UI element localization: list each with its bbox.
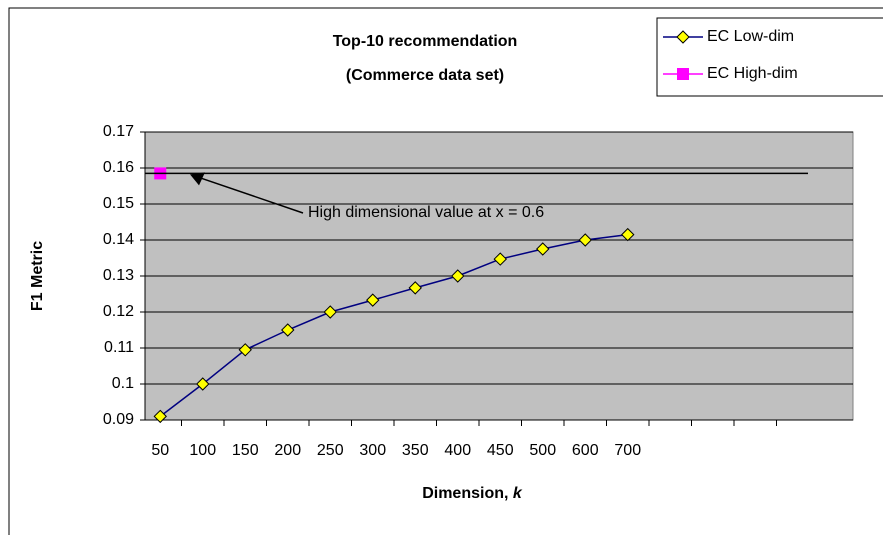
data-point	[323, 305, 337, 319]
x-tick-label: 150	[232, 442, 259, 459]
y-tick-label: 0.14	[103, 231, 134, 248]
arrow-head	[190, 172, 205, 186]
data-point	[493, 252, 507, 266]
x-axis-title-text: Dimension,	[422, 485, 508, 502]
x-tick-label: 250	[317, 442, 344, 459]
annotation-text: High dimensional value at x = 0.6	[308, 204, 544, 221]
y-tick-label: 0.16	[103, 159, 134, 176]
y-tick-label: 0.09	[103, 411, 134, 428]
data-point	[281, 323, 295, 337]
y-tick-label: 0.17	[103, 123, 134, 140]
legend-box	[656, 17, 883, 97]
data-point	[621, 227, 635, 242]
data-point	[196, 377, 210, 391]
legend-label: EC High-dim	[707, 65, 798, 82]
y-tick-label: 0.1	[112, 375, 134, 392]
data-point	[408, 281, 422, 295]
y-tick-label: 0.13	[103, 267, 134, 284]
x-axis-title-var: k	[513, 485, 523, 502]
x-tick-label: 450	[487, 442, 514, 459]
chart-title: Top-10 recommendation	[333, 33, 518, 50]
x-tick-label: 350	[402, 442, 429, 459]
x-tick-label: 200	[274, 442, 301, 459]
x-axis-title: Dimension, k	[422, 485, 523, 502]
data-point	[238, 343, 252, 357]
legend-marker	[676, 30, 690, 44]
x-tick-label: 300	[359, 442, 386, 459]
x-tick-label: 400	[444, 442, 471, 459]
data-point	[153, 409, 167, 424]
y-axis-title: F1 Metric	[29, 241, 46, 311]
x-tick-label: 50	[151, 442, 169, 459]
x-tick-label: 100	[189, 442, 216, 459]
x-tick-label: 600	[572, 442, 599, 459]
legend-marker	[677, 68, 689, 80]
y-tick-label: 0.11	[104, 339, 134, 356]
data-point	[578, 233, 592, 247]
chart-subtitle: (Commerce data set)	[346, 67, 504, 84]
data-point	[366, 293, 380, 307]
x-tick-label: 500	[529, 442, 556, 459]
legend-label: EC Low-dim	[707, 28, 794, 45]
series-line	[159, 233, 628, 417]
annotation-arrow	[195, 175, 304, 214]
data-point	[451, 269, 465, 283]
y-tick-label: 0.15	[103, 195, 134, 212]
y-tick-label: 0.12	[103, 303, 134, 320]
data-point	[536, 242, 550, 256]
x-tick-label: 700	[614, 442, 641, 459]
